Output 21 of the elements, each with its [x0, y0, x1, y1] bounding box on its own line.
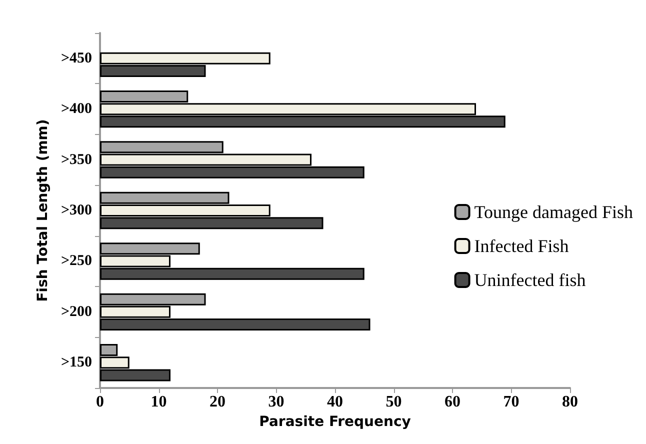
x-tick-label: 0 — [96, 394, 104, 410]
x-tick-label: 80 — [562, 394, 578, 410]
y-tick-label: >300 — [60, 202, 92, 218]
y-tick-label: >200 — [60, 304, 92, 320]
legend-label: Uninfected fish — [474, 270, 586, 290]
y-tick-label: >350 — [60, 152, 92, 168]
y-axis-title: Fish Total Length (mm) — [35, 119, 51, 302]
x-tick-label: 10 — [150, 394, 167, 410]
x-tick-label: 40 — [327, 394, 343, 410]
y-tick-label: >400 — [60, 101, 92, 118]
x-tick-label: 30 — [268, 394, 284, 410]
x-tick-label: 50 — [386, 394, 402, 410]
x-axis-title: Parasite Frequency — [259, 414, 411, 430]
x-tick-label: 20 — [210, 394, 226, 410]
y-tick-label: >150 — [60, 354, 92, 371]
legend-label: Tounge damaged Fish — [474, 202, 634, 222]
x-tick-label: 60 — [444, 394, 460, 410]
y-tick-label: >450 — [60, 50, 92, 66]
x-tick-label: 70 — [503, 394, 520, 410]
legend-label: Infected Fish — [474, 236, 569, 256]
y-tick-label: >250 — [60, 253, 92, 270]
